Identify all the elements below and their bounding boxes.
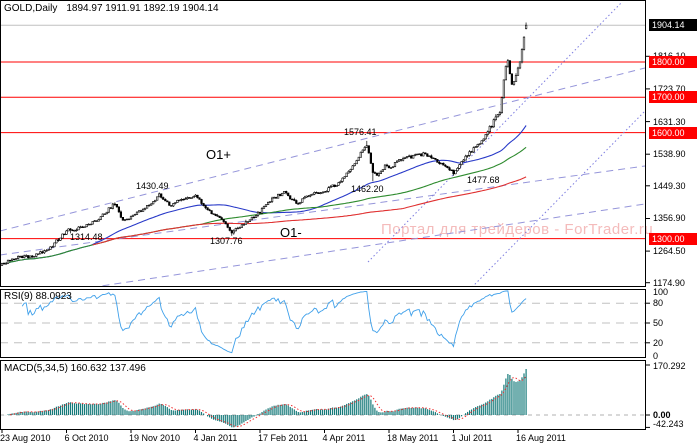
date-axis-label: 6 Oct 2010 (64, 433, 109, 443)
rsi-label: RSI(9) 88.0923 (4, 291, 72, 302)
rsi-axis-tick-label: 80 (653, 298, 664, 309)
price-level-tag: 1300.00 (649, 232, 697, 245)
chart-annotation: 1314.48 (70, 232, 103, 242)
price-axis-tick-label: 1631.30 (653, 116, 686, 127)
date-axis-label: 18 May 2011 (386, 433, 439, 443)
chart-annotation: O1+ (206, 147, 231, 162)
rsi-axis-tick-label: 50 (653, 318, 664, 328)
rsi-axis-tick-label: 100 (653, 287, 669, 297)
price-axis-tick-label: 1264.50 (653, 246, 686, 257)
chart-annotation: 1477.68 (467, 175, 500, 185)
date-axis-label: 16 Aug 2011 (515, 433, 566, 443)
price-axis-tick-label: 1538.90 (653, 149, 686, 160)
date-axis-label: 4 Apr 2011 (322, 433, 366, 443)
macd-axis-tick-label: 0.00 (653, 410, 671, 420)
date-axis-label: 19 Nov 2010 (128, 433, 181, 443)
date-axis-label: 4 Jan 2011 (193, 433, 238, 443)
macd-axis-tick-label: 170.292 (653, 361, 686, 371)
symbol-period-label: GOLD,Daily (4, 3, 58, 14)
price-level-tag: 1700.00 (649, 91, 697, 104)
price-level-tag: 1800.00 (649, 56, 697, 68)
price-axis-tick-label: 1449.30 (653, 180, 686, 191)
chart-annotation: 1307.76 (210, 236, 243, 246)
current-price-tag: 1904.14 (649, 19, 697, 32)
price-axis-tick-label: 1723.70 (653, 83, 686, 94)
macd-axis-tick-label: -42.243 (653, 419, 684, 429)
rsi-axis-tick-label: 20 (653, 337, 664, 348)
macd-label: MACD(5,34,5) 160.632 137.496 (4, 363, 146, 374)
price-axis-tick-label: 1356.90 (653, 213, 686, 224)
rsi-axis-tick-label: 0 (653, 351, 659, 361)
chart-annotation: 1430.49 (136, 181, 169, 191)
chart-annotation: 1462.20 (351, 184, 384, 194)
price-level-tag: 1600.00 (649, 126, 697, 139)
date-axis-label: 17 Feb 2011 (257, 433, 308, 443)
main-chart-panel[interactable] (0, 0, 646, 287)
chart-annotation: 1576.41 (344, 127, 377, 137)
chart-annotation: O1- (280, 225, 302, 240)
rsi-panel[interactable] (0, 289, 646, 358)
date-axis-label: 23 Aug 2010 (0, 433, 51, 443)
ohlc-values: 1894.97 1911.91 1892.19 1904.14 (66, 3, 219, 14)
chart-title: GOLD,Daily 1894.97 1911.91 1892.19 1904.1… (4, 3, 219, 14)
price-axis-tick-label: 1174.90 (653, 277, 685, 288)
date-axis-label: 1 Jul 2011 (451, 433, 493, 443)
